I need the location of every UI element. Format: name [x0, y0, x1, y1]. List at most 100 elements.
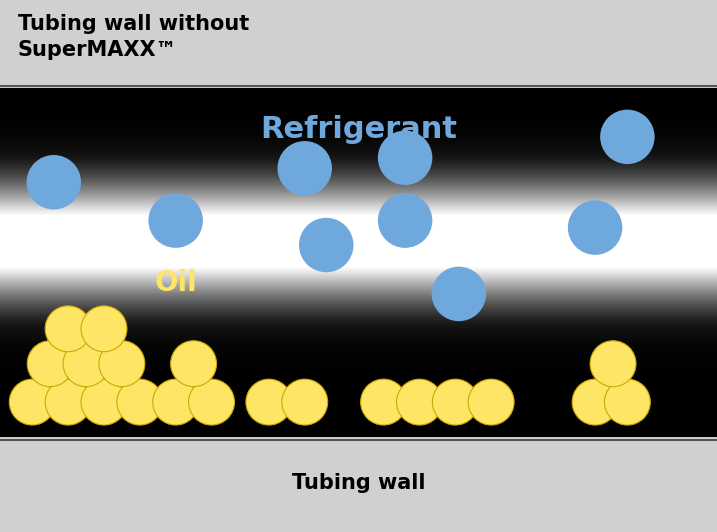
Bar [0, 242, 717, 243]
Bar [0, 383, 717, 384]
Bar [0, 182, 717, 183]
Ellipse shape [27, 341, 73, 387]
Ellipse shape [246, 379, 292, 425]
Bar [0, 247, 717, 248]
Bar [0, 292, 717, 293]
Bar [0, 398, 717, 399]
Bar [0, 179, 717, 180]
Bar [0, 355, 717, 356]
Bar [0, 166, 717, 167]
Bar [0, 232, 717, 233]
Bar [0, 173, 717, 174]
Bar [0, 436, 717, 437]
Ellipse shape [568, 201, 622, 255]
Bar [0, 97, 717, 98]
Bar [0, 229, 717, 230]
Ellipse shape [27, 155, 81, 210]
Bar [0, 418, 717, 419]
Bar [0, 379, 717, 380]
Bar [0, 202, 717, 203]
Bar [0, 434, 717, 435]
Bar [0, 356, 717, 357]
Bar [0, 420, 717, 421]
Bar [0, 431, 717, 432]
Bar [0, 219, 717, 220]
Bar [0, 184, 717, 185]
Bar [0, 405, 717, 406]
Bar [0, 274, 717, 275]
Bar [0, 415, 717, 416]
Bar [0, 407, 717, 408]
Bar [0, 327, 717, 328]
Bar [0, 187, 717, 188]
Bar [0, 412, 717, 413]
Bar [0, 397, 717, 398]
Bar [0, 171, 717, 172]
Bar [0, 176, 717, 177]
Bar [0, 136, 717, 137]
Bar [0, 270, 717, 271]
Bar [0, 216, 717, 217]
Bar [0, 290, 717, 291]
Bar [0, 142, 717, 143]
Ellipse shape [45, 306, 91, 352]
Bar [0, 282, 717, 283]
Bar [0, 119, 717, 120]
Bar [0, 180, 717, 181]
Bar [0, 238, 717, 239]
Bar [0, 141, 717, 142]
Bar [0, 328, 717, 329]
Bar [0, 96, 717, 97]
Bar [0, 253, 717, 254]
Bar [0, 346, 717, 347]
Ellipse shape [171, 341, 217, 387]
Bar [0, 340, 717, 341]
Ellipse shape [153, 379, 199, 425]
Ellipse shape [432, 379, 478, 425]
Bar [0, 302, 717, 303]
Bar [0, 199, 717, 200]
Bar [0, 181, 717, 182]
Bar [0, 404, 717, 405]
Bar [0, 330, 717, 331]
Bar [0, 387, 717, 388]
Bar [0, 130, 717, 131]
Bar [0, 114, 717, 115]
Bar [0, 195, 717, 196]
Bar [0, 145, 717, 146]
Bar [0, 208, 717, 209]
Bar [0, 230, 717, 231]
Bar [0, 259, 717, 260]
Bar [0, 394, 717, 395]
Bar [0, 284, 717, 285]
Ellipse shape [590, 341, 636, 387]
Bar [0, 121, 717, 122]
Bar [0, 313, 717, 314]
Bar [0, 416, 717, 417]
Ellipse shape [432, 267, 486, 321]
Bar [0, 409, 717, 410]
Bar [0, 218, 717, 219]
Bar [0, 304, 717, 305]
Bar [0, 294, 717, 295]
Bar [0, 93, 717, 94]
Bar [0, 306, 717, 307]
Bar [0, 223, 717, 224]
Bar [0, 137, 717, 138]
Bar [0, 343, 717, 344]
Bar [0, 204, 717, 205]
Bar [0, 178, 717, 179]
Bar [0, 157, 717, 158]
Bar [0, 427, 717, 428]
Bar [0, 300, 717, 301]
Bar [0, 361, 717, 362]
Bar [0, 189, 717, 190]
Bar [0, 183, 717, 184]
Bar [0, 123, 717, 124]
Bar [0, 186, 717, 187]
Bar [0, 165, 717, 166]
Bar [0, 240, 717, 241]
Bar [0, 220, 717, 221]
Bar [0, 421, 717, 422]
Bar [0, 432, 717, 433]
